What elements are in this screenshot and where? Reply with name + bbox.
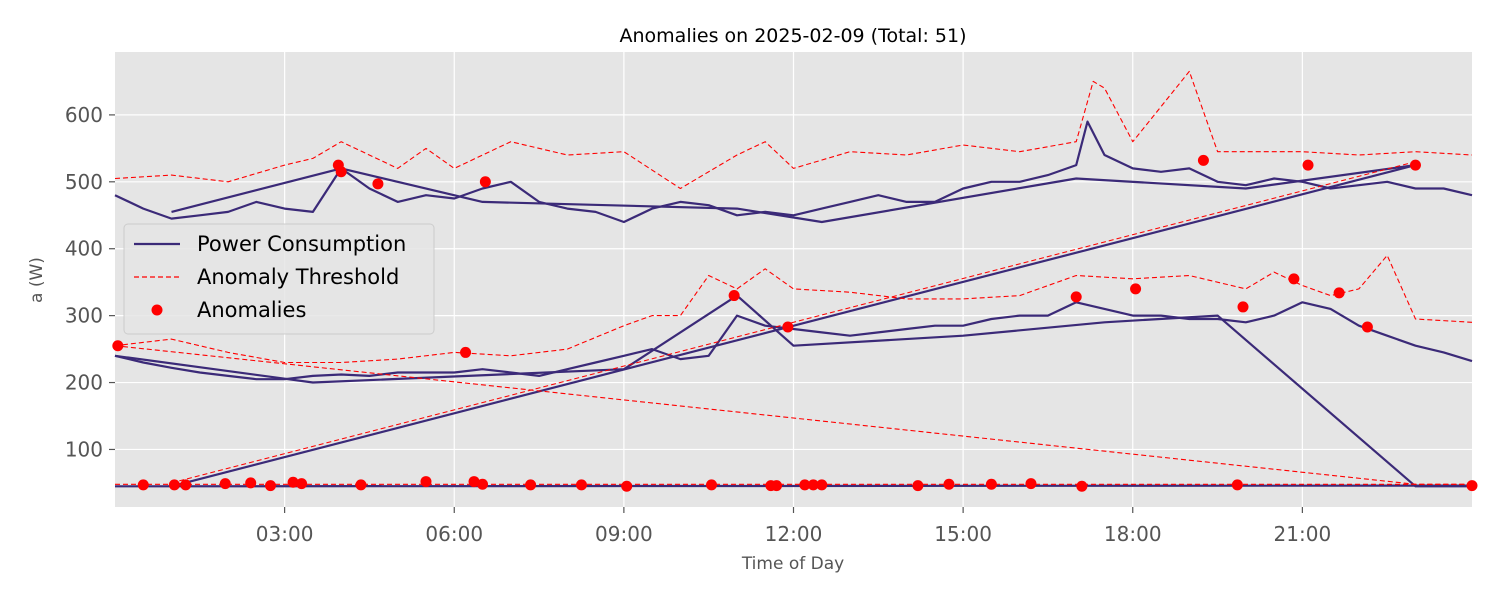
- y-tick-label: 400: [65, 237, 103, 261]
- anomaly-point: [137, 479, 149, 491]
- power-consumption-line: [114, 294, 1472, 488]
- anomaly-point: [1076, 480, 1088, 492]
- anomaly-point: [1237, 301, 1249, 313]
- chart-title: Anomalies on 2025-02-09 (Total: 51): [620, 25, 967, 47]
- x-axis: 03:00 06:00 09:00 12:00 15:00 18:00 21:00: [256, 507, 1331, 546]
- anomaly-point: [1466, 480, 1478, 492]
- anomaly-point: [816, 479, 828, 491]
- y-tick-label: 200: [65, 371, 103, 395]
- legend-swatch-anomalies: [151, 304, 163, 316]
- anomaly-point: [1361, 321, 1373, 333]
- power-consumption-line: [114, 484, 1473, 488]
- anomaly-point: [1409, 159, 1421, 171]
- anomaly-point: [1333, 287, 1345, 299]
- x-tick-label: 06:00: [425, 522, 483, 546]
- anomaly-point: [264, 480, 276, 492]
- y-axis-label: a (W): [27, 257, 47, 303]
- anomaly-point: [477, 478, 489, 490]
- anomaly-point: [479, 176, 491, 188]
- power-consumption-line: [171, 164, 1416, 224]
- x-tick-label: 15:00: [934, 522, 992, 546]
- anomaly-point: [1197, 154, 1209, 166]
- series-layer: [114, 70, 1473, 488]
- threshold-line: [114, 70, 1473, 190]
- threshold-line: [171, 161, 1416, 484]
- anomaly-point: [807, 479, 819, 491]
- x-tick-label: 21:00: [1274, 522, 1332, 546]
- legend: Power Consumption Anomaly Threshold Anomal…: [123, 223, 435, 335]
- anomaly-point: [728, 290, 740, 302]
- power-consumption-line: [171, 164, 1416, 488]
- power-consumption-line: [114, 301, 1473, 381]
- x-axis-label: Time of Day: [741, 554, 844, 574]
- anomaly-point: [985, 478, 997, 490]
- anomaly-point: [420, 476, 432, 488]
- anomaly-point: [355, 479, 367, 491]
- anomaly-point: [1302, 159, 1314, 171]
- anomaly-point: [575, 479, 587, 491]
- anomaly-point: [1288, 273, 1300, 285]
- x-tick-label: 18:00: [1104, 522, 1162, 546]
- anomaly-point: [335, 166, 347, 178]
- legend-box: [123, 223, 435, 335]
- y-tick-label: 600: [65, 103, 103, 127]
- anomaly-point: [460, 346, 472, 358]
- anomaly-point: [525, 479, 537, 491]
- anomaly-point: [912, 480, 924, 492]
- legend-label: Anomaly Threshold: [197, 265, 399, 289]
- anomaly-point: [943, 478, 955, 490]
- y-axis: 100 200 300 400 500 600: [65, 103, 115, 461]
- anomaly-point: [372, 178, 384, 190]
- x-tick-label: 03:00: [256, 522, 314, 546]
- anomaly-point: [771, 480, 783, 492]
- y-tick-label: 500: [65, 170, 103, 194]
- anomaly-point: [621, 480, 633, 492]
- anomaly-point: [112, 340, 124, 352]
- anomaly-point: [1070, 291, 1082, 303]
- legend-label: Anomalies: [197, 298, 306, 322]
- x-tick-label: 09:00: [595, 522, 653, 546]
- anomaly-point: [287, 476, 299, 488]
- anomaly-point: [168, 479, 180, 491]
- x-tick-label: 12:00: [765, 522, 823, 546]
- anomaly-point: [296, 478, 308, 490]
- anomaly-point: [245, 477, 257, 489]
- anomaly-point: [1231, 479, 1243, 491]
- anomaly-point: [180, 479, 192, 491]
- anomaly-point: [706, 479, 718, 491]
- anomaly-markers: [112, 154, 1478, 492]
- anomaly-point: [1025, 478, 1037, 490]
- anomaly-point: [782, 321, 794, 333]
- y-tick-label: 300: [65, 304, 103, 328]
- anomaly-point: [219, 478, 231, 490]
- legend-label: Power Consumption: [197, 232, 406, 256]
- y-tick-label: 100: [65, 437, 103, 461]
- anomaly-point: [1130, 283, 1142, 295]
- anomaly-point: [799, 479, 811, 491]
- anomaly-point: [468, 476, 480, 488]
